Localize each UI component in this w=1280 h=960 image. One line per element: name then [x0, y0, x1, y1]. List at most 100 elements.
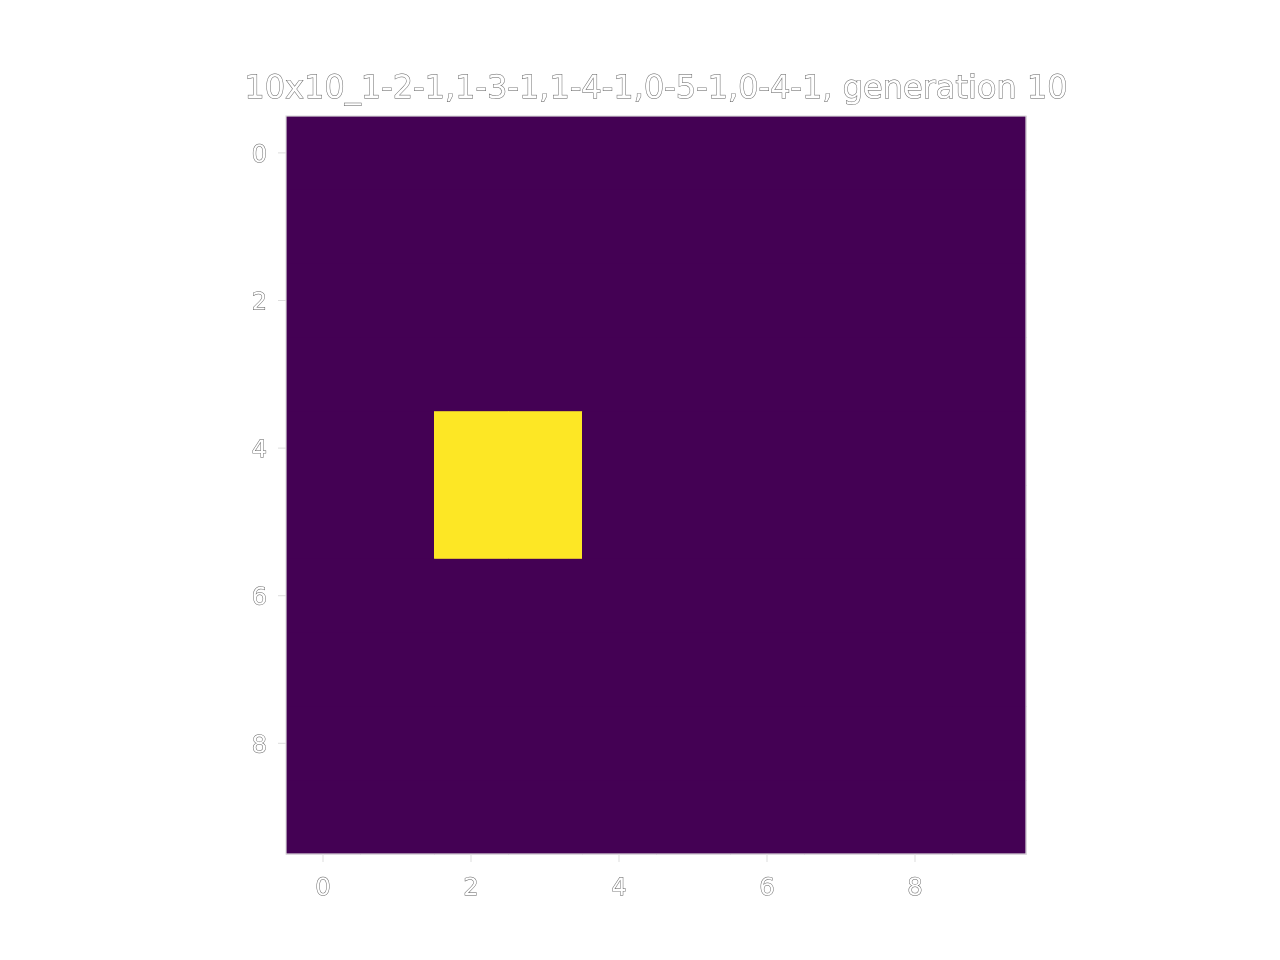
- heatmap-cell: [434, 263, 509, 338]
- heatmap-cell: [878, 116, 953, 191]
- heatmap-cell: [952, 558, 1027, 634]
- heatmap-cell: [656, 189, 731, 265]
- heatmap-cell: [952, 411, 1027, 486]
- heatmap-cell: [508, 558, 583, 634]
- heatmap-cell: [804, 263, 879, 338]
- heatmap-cell: [804, 116, 879, 191]
- heatmap-cell: [582, 263, 657, 338]
- heatmap-cell: [286, 337, 361, 412]
- heatmap-cell: [730, 189, 805, 265]
- heatmap-cell: [286, 116, 361, 191]
- heatmap-cell: [360, 780, 435, 855]
- heatmap-cell: [434, 337, 509, 412]
- heatmap-cell: [434, 558, 509, 634]
- heatmap-cell: [360, 189, 435, 265]
- heatmap-cell: [656, 632, 731, 707]
- heatmap-cell: [952, 263, 1027, 338]
- heatmap-cell: [360, 485, 435, 560]
- heatmap-cell: [730, 780, 805, 855]
- heatmap-cell: [582, 706, 657, 781]
- heatmap-cell: [952, 116, 1027, 191]
- heatmap-cell: [286, 189, 361, 265]
- heatmap-cell: [508, 780, 583, 855]
- heatmap-cell: [804, 632, 879, 707]
- heatmap-cell: [360, 706, 435, 781]
- heatmap-cell: [286, 780, 361, 855]
- y-tick-label: 4: [252, 435, 267, 463]
- heatmap-cell: [730, 116, 805, 191]
- heatmap-cell: [804, 411, 879, 486]
- heatmap-cell: [952, 485, 1027, 560]
- heatmap-cell: [508, 485, 583, 560]
- heatmap-cell: [508, 116, 583, 191]
- heatmap-cell: [582, 337, 657, 412]
- heatmap-cell: [804, 337, 879, 412]
- heatmap-cell: [952, 780, 1027, 855]
- heatmap-cell: [286, 558, 361, 634]
- heatmap-cell: [656, 558, 731, 634]
- heatmap-cell: [656, 116, 731, 191]
- heatmap-cell: [508, 411, 583, 486]
- heatmap-cell: [730, 706, 805, 781]
- heatmap-cell: [730, 485, 805, 560]
- heatmap-cell: [804, 189, 879, 265]
- heatmap-cell: [582, 780, 657, 855]
- heatmap-cell: [656, 263, 731, 338]
- chart-title: 10x10_1-2-1,1-3-1,1-4-1,0-5-1,0-4-1, gen…: [244, 68, 1067, 106]
- heatmap-cell: [656, 411, 731, 486]
- heatmap-cell: [804, 780, 879, 855]
- heatmap-cell: [286, 411, 361, 486]
- heatmap-cell: [656, 337, 731, 412]
- heatmap-cell: [434, 189, 509, 265]
- plot-frame: [285, 115, 1027, 855]
- heatmap-cell: [952, 632, 1027, 707]
- heatmap-cell: [508, 263, 583, 338]
- heatmap-cell: [582, 116, 657, 191]
- x-tick-label: 0: [315, 873, 330, 901]
- y-tick-label: 8: [252, 730, 267, 758]
- heatmap-cell: [434, 485, 509, 560]
- heatmap-cell: [434, 116, 509, 191]
- heatmap-cell: [656, 485, 731, 560]
- heatmap-cell: [878, 558, 953, 634]
- heatmap-cell: [878, 189, 953, 265]
- y-tick-label: 2: [252, 288, 267, 316]
- y-tick-label: 0: [252, 140, 267, 168]
- heatmap-cell: [360, 558, 435, 634]
- heatmap-cell: [730, 558, 805, 634]
- heatmap-cell: [804, 706, 879, 781]
- heatmap-cell: [360, 337, 435, 412]
- heatmap-cell: [656, 706, 731, 781]
- heatmap-cell: [508, 189, 583, 265]
- heatmap-cell: [508, 706, 583, 781]
- heatmap-cell: [582, 632, 657, 707]
- heatmap-cell: [508, 337, 583, 412]
- heatmap-cell: [730, 263, 805, 338]
- heatmap-cell: [878, 780, 953, 855]
- heatmap-cell: [878, 263, 953, 338]
- heatmap-cell: [730, 632, 805, 707]
- heatmap-cells: [286, 116, 1027, 855]
- heatmap-cell: [582, 558, 657, 634]
- x-tick-label: 6: [759, 873, 774, 901]
- y-axis: 0 2 4 6 8: [251, 139, 286, 759]
- heatmap-cell: [508, 632, 583, 707]
- heatmap-cell: [804, 485, 879, 560]
- heatmap-cell: [582, 485, 657, 560]
- heatmap-cell: [286, 632, 361, 707]
- heatmap-cell: [952, 337, 1027, 412]
- heatmap-cell: [582, 189, 657, 265]
- heatmap-cell: [878, 411, 953, 486]
- x-tick-label: 8: [907, 873, 922, 901]
- heatmap-cell: [360, 263, 435, 338]
- heatmap-cell: [878, 485, 953, 560]
- heatmap-cell: [730, 337, 805, 412]
- heatmap-cell: [286, 263, 361, 338]
- heatmap-cell: [286, 485, 361, 560]
- heatmap-cell: [656, 780, 731, 855]
- x-tick-label: 4: [611, 873, 626, 901]
- heatmap-cell: [952, 189, 1027, 265]
- heatmap-cell: [730, 411, 805, 486]
- y-tick-label: 6: [252, 583, 267, 611]
